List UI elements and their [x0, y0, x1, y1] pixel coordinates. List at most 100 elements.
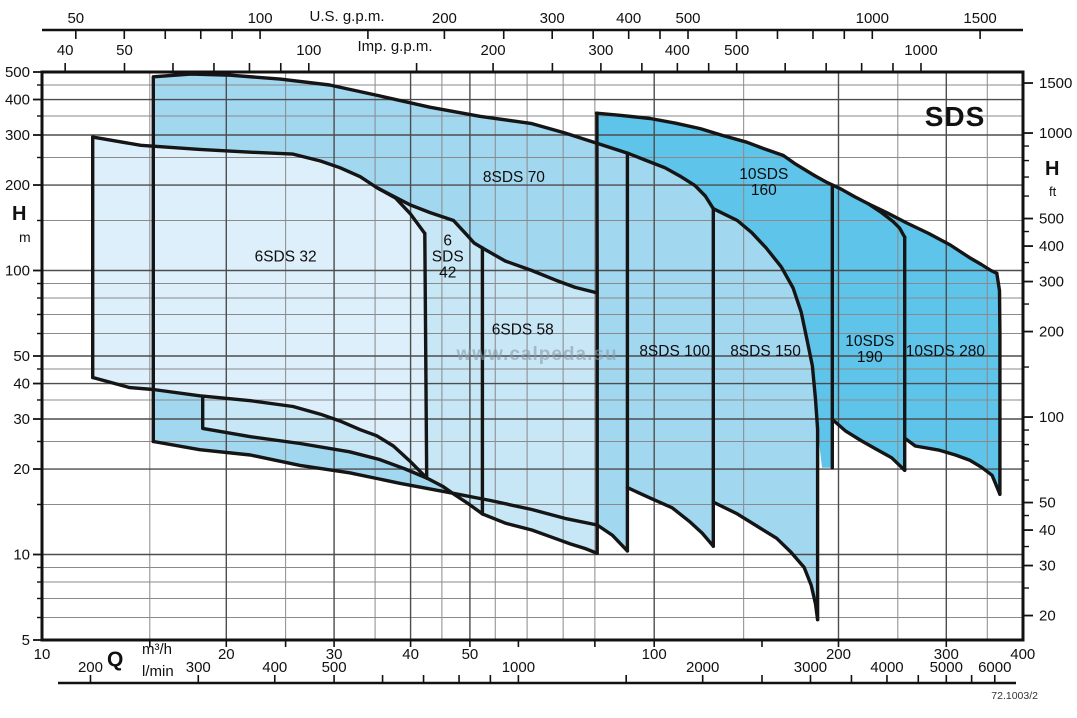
axis-tick-label: 50	[462, 646, 479, 663]
axis-tick-label: 200	[826, 646, 851, 663]
axis-tick-label: 3000	[794, 659, 827, 676]
pump-model-label: 6 SDS 42	[432, 233, 464, 282]
grid	[42, 72, 1023, 640]
flow-axis-unit-lmin: l/min	[142, 663, 174, 680]
axis-tick-label: 300	[1039, 274, 1064, 291]
axis-tick-label: 200	[78, 659, 103, 676]
axis-tick-label: 400	[616, 10, 641, 27]
axis-tick-label: 200	[1039, 324, 1064, 341]
axis-tick-label: 50	[1039, 495, 1056, 512]
axis-tick-label: 300	[588, 42, 613, 59]
envelope-outline	[423, 231, 429, 480]
envelope-outline	[480, 512, 599, 555]
axis-tick-label: 400	[5, 92, 30, 109]
envelope-outline	[995, 271, 1002, 496]
axis-tick-label: 500	[1039, 211, 1064, 228]
envelope-fill-6SDS-32	[92, 137, 427, 478]
axis-tick-label: 4000	[870, 659, 903, 676]
head-axis-label-left: H	[12, 203, 27, 225]
us-gpm-axis-unit-label: U.S. g.p.m.	[287, 8, 407, 26]
pump-model-label: 8SDS 70	[483, 169, 545, 186]
chart-title: SDS	[924, 101, 986, 132]
axis-tick-label: 50	[67, 10, 84, 27]
head-axis-unit-m: m	[19, 229, 31, 245]
us-gpm-unit-text: U.S. g.p.m.	[309, 8, 385, 25]
axis-tick-label: 1000	[856, 10, 889, 27]
axis-tick-label: 100	[296, 42, 321, 59]
axis-tick-label: 20	[1039, 608, 1056, 625]
envelope-outlines	[91, 72, 1002, 622]
axis-tick-label: 100	[1039, 409, 1064, 426]
envelope-outline	[91, 135, 427, 236]
axis-tick-label: 40	[1039, 522, 1056, 539]
pump-model-label: 8SDS 150	[730, 343, 801, 360]
axis-tick-label: 1000	[502, 659, 535, 676]
envelope-outline	[594, 111, 817, 178]
axis-tick-label: 100	[248, 10, 273, 27]
axis-tick-label: 10	[13, 547, 30, 564]
axis-tick-label: 40	[57, 42, 74, 59]
axis-tick-label: 30	[1039, 558, 1056, 575]
pump-model-label: 8SDS 100	[639, 343, 710, 360]
pump-model-label: 6SDS 58	[492, 321, 554, 338]
envelope-outline	[374, 185, 485, 250]
axis-tick-label: 30	[13, 411, 30, 428]
pump-model-label: 6SDS 32	[255, 249, 317, 266]
imp-gpm-axis-unit-label: Imp. g.p.m.	[335, 38, 455, 56]
axis-tick-label: 40	[13, 376, 30, 393]
axis-tick-label: 500	[675, 10, 700, 27]
drawing-reference-number: 72.1003/2	[991, 690, 1038, 702]
envelope-outline	[425, 476, 485, 516]
envelope-outline	[711, 500, 820, 622]
envelope-outline	[625, 485, 715, 548]
imp-gpm-unit-text: Imp. g.p.m.	[357, 38, 433, 55]
flow-axis-label: Q	[107, 648, 124, 671]
axis-tick-label: 2000	[686, 659, 719, 676]
envelope-fill-6SDS-58-strip	[202, 396, 427, 478]
pump-model-label: 10SDS 160	[739, 166, 788, 199]
axis-tick-label: 300	[5, 127, 30, 144]
axis-tick-label: 1000	[904, 42, 937, 59]
axis-tick-label: 6000	[978, 659, 1011, 676]
envelope-outline	[480, 246, 599, 295]
axis-tick-label: 100	[642, 646, 667, 663]
envelope-outline	[711, 207, 820, 622]
envelope-outline	[91, 375, 429, 480]
axis-tick-label: 50	[13, 348, 30, 365]
axis-tick-label: 1500	[963, 10, 996, 27]
axis-tick-label: 5	[22, 632, 30, 649]
flow-axis-unit-m3h: m³/h	[142, 641, 172, 658]
axis-tick-label: 30	[326, 646, 343, 663]
pump-model-labels: 6SDS 32 6 SDS 42 6SDS 58 8SDS 70 8SDS 100 8SDS …	[255, 166, 986, 366]
pump-model-label: 10SDS 190	[845, 333, 894, 366]
head-axis-label-right: H	[1045, 158, 1060, 180]
axis-tick-label: 1000	[1039, 125, 1072, 142]
envelope-outline	[903, 436, 1002, 496]
axis-tick-label: 200	[481, 42, 506, 59]
axis-tick-label: 300	[540, 10, 565, 27]
pump-model-label: 10SDS 280	[906, 343, 986, 360]
axis-tick-label: 300	[934, 646, 959, 663]
envelope-outline	[201, 394, 429, 480]
envelope-fill-10SDS-family	[596, 113, 1000, 495]
axis-tick-label: 500	[322, 659, 347, 676]
axis-tick-label: 500	[724, 42, 749, 59]
axis-tick-label: 20	[13, 461, 30, 478]
axis-tick-label: 10	[34, 646, 51, 663]
axis-tick-label: 50	[116, 42, 133, 59]
envelope-outline	[866, 201, 999, 275]
axis-tick-label: 400	[262, 659, 287, 676]
axis-tick-label: 200	[432, 10, 457, 27]
axis-tick-label: 20	[218, 646, 235, 663]
watermark: www.calpeda.su	[456, 344, 618, 365]
axis-tick-label: 500	[5, 64, 30, 81]
axis-tick-label: 100	[5, 263, 30, 280]
axis-tick-label: 1500	[1039, 75, 1072, 92]
envelope-outline	[151, 72, 715, 444]
axis-tick-label: 400	[1039, 238, 1064, 255]
axis-tick-label: 400	[665, 42, 690, 59]
axis-tick-label: 400	[1010, 646, 1035, 663]
